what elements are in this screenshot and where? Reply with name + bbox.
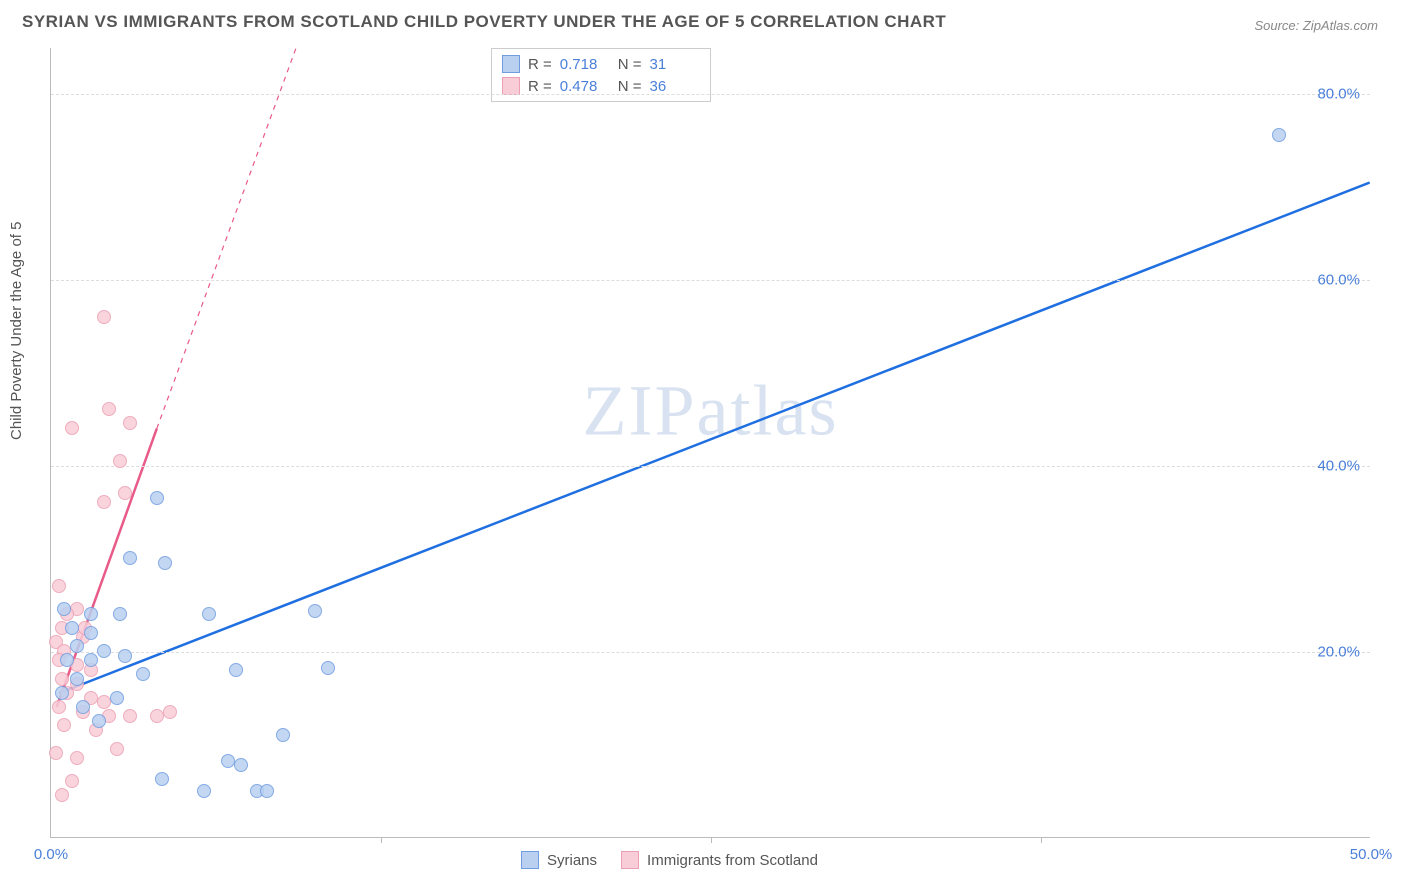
scatter-point-syrians [229, 663, 243, 677]
scatter-point-syrians [136, 667, 150, 681]
scatter-point-syrians [308, 604, 322, 618]
scatter-point-scotland [97, 695, 111, 709]
scatter-point-scotland [97, 495, 111, 509]
legend-label: Immigrants from Scotland [647, 852, 818, 869]
scatter-point-scotland [163, 705, 177, 719]
scatter-point-syrians [92, 714, 106, 728]
r-value: 0.478 [560, 78, 610, 95]
legend-label: Syrians [547, 852, 597, 869]
legend-swatch-blue [521, 851, 539, 869]
y-tick-label: 60.0% [1317, 272, 1360, 289]
gridline [51, 94, 1370, 95]
gridline [51, 280, 1370, 281]
chart-title: SYRIAN VS IMMIGRANTS FROM SCOTLAND CHILD… [22, 12, 946, 32]
scatter-point-scotland [57, 718, 71, 732]
scatter-point-syrians [84, 607, 98, 621]
scatter-point-syrians [76, 700, 90, 714]
scatter-point-scotland [52, 700, 66, 714]
scatter-point-scotland [55, 672, 69, 686]
scatter-point-scotland [102, 402, 116, 416]
y-tick-label: 20.0% [1317, 644, 1360, 661]
scatter-point-syrians [150, 491, 164, 505]
scatter-point-scotland [97, 310, 111, 324]
chart-source: Source: ZipAtlas.com [1254, 18, 1378, 33]
x-tick-mark [1041, 837, 1042, 843]
scatter-point-syrians [113, 607, 127, 621]
scatter-point-syrians [158, 556, 172, 570]
y-axis-label: Child Poverty Under the Age of 5 [8, 222, 25, 440]
scatter-point-syrians [84, 653, 98, 667]
scatter-point-syrians [202, 607, 216, 621]
scatter-point-syrians [70, 672, 84, 686]
x-tick-label: 50.0% [1350, 846, 1393, 863]
legend-item-scotland: Immigrants from Scotland [621, 851, 818, 869]
plot-area: ZIPatlas R = 0.718 N = 31 R = 0.478 N = … [50, 48, 1370, 838]
y-tick-label: 40.0% [1317, 458, 1360, 475]
scatter-point-scotland [49, 746, 63, 760]
legend-stats-row: R = 0.718 N = 31 [502, 53, 700, 75]
n-value: 36 [650, 78, 700, 95]
x-tick-label: 0.0% [34, 846, 68, 863]
gridline [51, 466, 1370, 467]
scatter-point-syrians [55, 686, 69, 700]
scatter-point-scotland [110, 742, 124, 756]
scatter-point-syrians [84, 626, 98, 640]
scatter-point-scotland [113, 454, 127, 468]
watermark: ZIPatlas [583, 369, 839, 452]
scatter-point-syrians [321, 661, 335, 675]
scatter-point-scotland [150, 709, 164, 723]
scatter-point-syrians [197, 784, 211, 798]
scatter-point-syrians [234, 758, 248, 772]
legend-swatch-pink [502, 77, 520, 95]
n-value: 31 [650, 56, 700, 73]
scatter-point-syrians [1272, 128, 1286, 142]
scatter-point-syrians [60, 653, 74, 667]
r-value: 0.718 [560, 56, 610, 73]
scatter-point-syrians [110, 691, 124, 705]
legend-swatch-blue [502, 55, 520, 73]
x-tick-mark [381, 837, 382, 843]
scatter-point-scotland [123, 416, 137, 430]
y-tick-label: 80.0% [1317, 86, 1360, 103]
scatter-point-syrians [260, 784, 274, 798]
scatter-point-scotland [65, 421, 79, 435]
scatter-point-syrians [155, 772, 169, 786]
scatter-point-scotland [70, 751, 84, 765]
scatter-point-syrians [65, 621, 79, 635]
scatter-point-syrians [97, 644, 111, 658]
scatter-point-scotland [118, 486, 132, 500]
scatter-point-syrians [276, 728, 290, 742]
scatter-point-scotland [123, 709, 137, 723]
scatter-point-syrians [57, 602, 71, 616]
r-label: R = [528, 56, 552, 73]
scatter-point-scotland [52, 579, 66, 593]
x-tick-mark [711, 837, 712, 843]
legend-swatch-pink [621, 851, 639, 869]
gridline [51, 652, 1370, 653]
scatter-point-scotland [65, 774, 79, 788]
scatter-point-syrians [70, 639, 84, 653]
n-label: N = [618, 78, 642, 95]
trend-lines [51, 48, 1370, 837]
correlation-chart: SYRIAN VS IMMIGRANTS FROM SCOTLAND CHILD… [0, 0, 1406, 892]
n-label: N = [618, 56, 642, 73]
scatter-point-syrians [118, 649, 132, 663]
scatter-point-syrians [221, 754, 235, 768]
legend-item-syrians: Syrians [521, 851, 597, 869]
scatter-point-syrians [123, 551, 137, 565]
scatter-point-scotland [55, 788, 69, 802]
r-label: R = [528, 78, 552, 95]
legend-series: Syrians Immigrants from Scotland [521, 851, 818, 869]
